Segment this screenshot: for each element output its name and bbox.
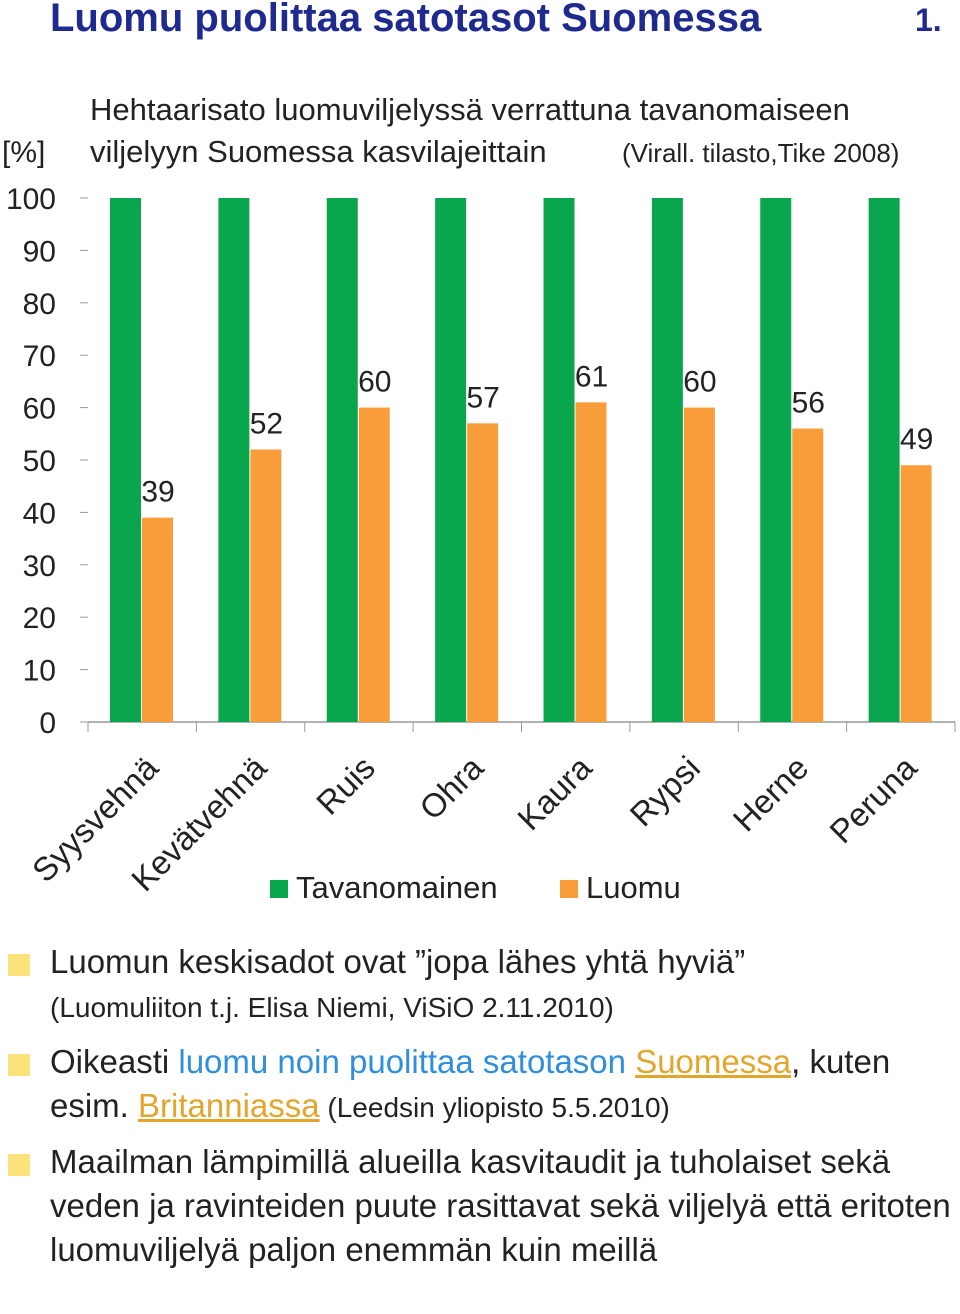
x-category-label: Ruis [309, 749, 382, 822]
y-tick-label: 90 [23, 235, 56, 268]
bar-tavanomainen [218, 198, 250, 722]
bullet-2-highlight: luomu noin puolittaa satotason [178, 1043, 636, 1080]
y-tick-label: 80 [23, 288, 56, 321]
bar-luomu [358, 407, 390, 722]
bar-tavanomainen [435, 198, 467, 722]
data-label-luomu: 60 [683, 366, 716, 399]
y-tick-label: 50 [23, 445, 56, 478]
legend-label: Tavanomainen [296, 870, 498, 905]
chart-title-line1: Hehtaarisato luomuviljelyssä verrattuna … [90, 92, 850, 127]
bullet-1: Luomun keskisadot ovat ”jopa lähes yhtä … [0, 940, 960, 1030]
data-label-luomu: 57 [466, 381, 499, 414]
legend-label: Luomu [586, 870, 681, 905]
data-label-luomu: 39 [141, 476, 174, 509]
bullet-2-source: (Leedsin yliopisto 5.5.2010) [319, 1092, 670, 1123]
y-tick-label: 40 [23, 497, 56, 530]
x-category-label: Rypsi [622, 749, 707, 834]
bar-luomu [575, 402, 607, 722]
bullet-square-icon [8, 1154, 30, 1176]
data-label-luomu: 49 [900, 423, 933, 456]
link-suomessa[interactable]: Suomessa [635, 1043, 792, 1080]
y-tick-label: 30 [23, 550, 56, 583]
data-label-luomu: 56 [792, 387, 825, 420]
bullet-1-source: (Luomuliiton t.j. Elisa Niemi, ViSiO 2.1… [50, 992, 614, 1023]
y-tick-label: 0 [39, 707, 56, 740]
bullet-square-icon [8, 954, 30, 976]
bullet-2-text-a: Oikeasti [50, 1043, 179, 1080]
bar-tavanomainen [110, 198, 141, 722]
bar-luomu [792, 428, 824, 722]
bar-tavanomainen [651, 198, 683, 722]
x-category-label: Kaura [510, 748, 599, 837]
data-label-luomu: 61 [575, 360, 608, 393]
bullet-3-text: Maailman lämpimillä alueilla kasvitaudit… [50, 1143, 951, 1268]
y-tick-label: 10 [23, 655, 56, 688]
bullet-1-text: Luomun keskisadot ovat ”jopa lähes yhtä … [50, 943, 746, 980]
legend-swatch [270, 880, 288, 898]
y-tick-label: 70 [23, 340, 56, 373]
legend-swatch [560, 880, 578, 898]
chart-title-line2: viljelyyn Suomessa kasvilajeittain [90, 134, 547, 169]
bullet-3: Maailman lämpimillä alueilla kasvitaudit… [0, 1140, 960, 1272]
slide-number: 1. [915, 2, 942, 38]
bar-tavanomainen [868, 198, 900, 722]
bar-luomu [900, 465, 932, 722]
bullet-2-text-d: , kuten esim. [50, 1043, 891, 1124]
x-category-label: Ohra [412, 748, 490, 826]
bar-luomu [142, 517, 173, 722]
bar-tavanomainen [760, 198, 792, 722]
y-axis-label: [%] [2, 136, 45, 169]
page-title: Luomu puolittaa satotasot Suomessa [50, 0, 762, 40]
y-tick-label: 60 [23, 393, 56, 426]
x-category-label: Herne [726, 749, 816, 839]
data-label-luomu: 60 [358, 366, 391, 399]
bullet-square-icon [8, 1054, 30, 1076]
bullet-2: Oikeasti luomu noin puolittaa satotason … [0, 1040, 960, 1130]
bar-chart: Hehtaarisato luomuviljelyssä verrattuna … [2, 92, 956, 905]
chart-source: (Virall. tilasto,Tike 2008) [622, 138, 899, 168]
y-tick-label: 100 [6, 183, 56, 216]
bar-luomu [467, 423, 499, 722]
bar-luomu [250, 449, 282, 722]
bar-luomu [683, 407, 715, 722]
data-label-luomu: 52 [250, 408, 283, 441]
x-category-label: Peruna [822, 748, 924, 850]
bar-tavanomainen [326, 198, 358, 722]
bullet-list: Luomun keskisadot ovat ”jopa lähes yhtä … [0, 940, 960, 1282]
y-tick-label: 20 [23, 602, 56, 635]
link-britanniassa[interactable]: Britanniassa [138, 1087, 320, 1124]
bar-tavanomainen [543, 198, 575, 722]
